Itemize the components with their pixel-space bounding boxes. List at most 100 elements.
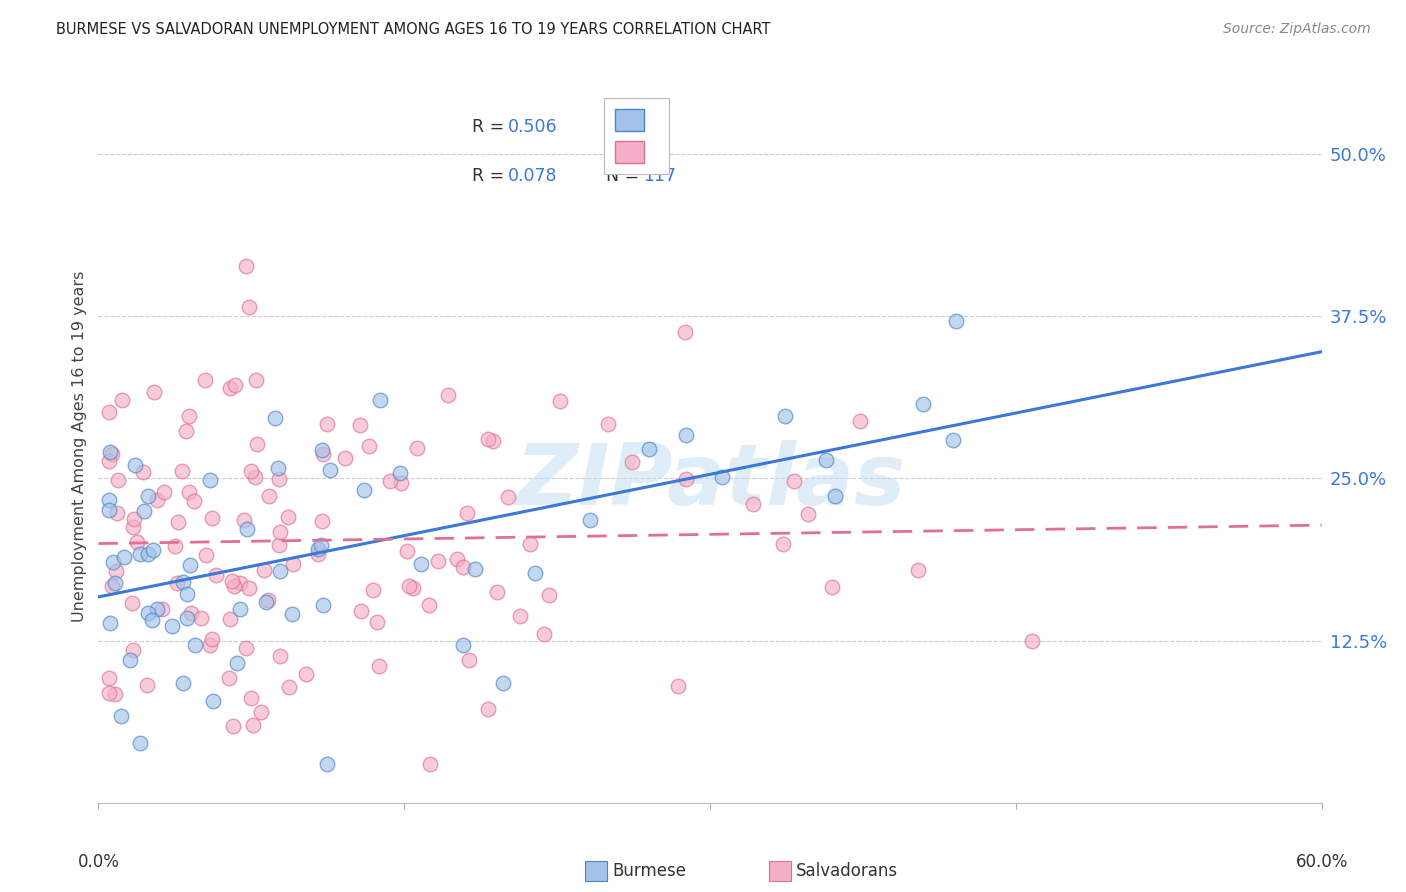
Point xyxy=(398,578,420,592)
Point xyxy=(228,576,250,591)
Point xyxy=(194,373,217,387)
Point xyxy=(797,507,820,521)
Point xyxy=(772,537,794,551)
Point xyxy=(446,552,468,566)
Point xyxy=(457,653,479,667)
Point xyxy=(389,475,412,490)
Point xyxy=(295,667,318,681)
Point xyxy=(456,506,478,520)
Point xyxy=(146,493,169,508)
Point xyxy=(218,612,240,626)
Point xyxy=(97,492,120,507)
Point xyxy=(104,564,127,578)
Point xyxy=(176,610,198,624)
Point xyxy=(142,543,165,558)
Point xyxy=(238,581,260,595)
Point xyxy=(97,405,120,419)
Point xyxy=(221,719,243,733)
Y-axis label: Unemployment Among Ages 16 to 19 years: Unemployment Among Ages 16 to 19 years xyxy=(72,270,87,622)
Point xyxy=(783,475,806,489)
Point xyxy=(269,473,291,487)
Point xyxy=(201,510,224,524)
Point xyxy=(349,417,371,432)
Point xyxy=(183,638,205,652)
Point xyxy=(136,489,159,503)
Point xyxy=(170,464,193,478)
Text: Source: ZipAtlas.com: Source: ZipAtlas.com xyxy=(1223,22,1371,37)
Point xyxy=(281,607,304,622)
Point xyxy=(143,385,166,400)
Point xyxy=(242,718,264,732)
Point xyxy=(97,686,120,700)
Text: ZIPatlas: ZIPatlas xyxy=(515,440,905,524)
Point xyxy=(121,596,143,610)
Point xyxy=(269,524,291,539)
Point xyxy=(101,555,124,569)
Point xyxy=(598,417,620,431)
Point xyxy=(814,453,837,467)
Point xyxy=(172,675,194,690)
Point xyxy=(307,547,329,561)
Point xyxy=(942,434,965,448)
Point xyxy=(370,392,392,407)
Point xyxy=(311,538,333,552)
Point xyxy=(945,314,967,328)
Point xyxy=(368,659,391,673)
Point xyxy=(254,595,277,609)
Point xyxy=(176,587,198,601)
Point xyxy=(105,506,128,520)
Text: BURMESE VS SALVADORAN UNEMPLOYMENT AMONG AGES 16 TO 19 YEARS CORRELATION CHART: BURMESE VS SALVADORAN UNEMPLOYMENT AMONG… xyxy=(56,22,770,37)
Point xyxy=(278,680,301,694)
Point xyxy=(353,483,375,497)
Point xyxy=(418,598,440,612)
Point xyxy=(711,470,734,484)
Point xyxy=(621,454,644,468)
Point xyxy=(224,378,246,392)
Point xyxy=(122,519,145,533)
Point xyxy=(519,537,541,551)
Point xyxy=(638,442,661,456)
Point xyxy=(221,574,243,588)
Point xyxy=(333,450,356,465)
Point xyxy=(492,676,515,690)
Point xyxy=(773,409,796,423)
Point xyxy=(107,473,129,487)
Point xyxy=(267,461,290,475)
Point xyxy=(257,489,280,503)
Point xyxy=(97,454,120,468)
Point xyxy=(533,627,555,641)
Point xyxy=(319,463,342,477)
Text: N =: N = xyxy=(606,168,645,186)
Point xyxy=(225,656,247,670)
Legend: , : , xyxy=(605,98,669,174)
Point xyxy=(177,409,200,423)
Point xyxy=(907,563,929,577)
Point xyxy=(218,380,240,394)
Point xyxy=(481,434,503,448)
Point xyxy=(363,583,385,598)
Point xyxy=(264,410,287,425)
Point xyxy=(97,503,120,517)
Point xyxy=(129,736,152,750)
Point xyxy=(277,509,299,524)
Point xyxy=(235,259,257,273)
Point xyxy=(183,493,205,508)
Text: 0.506: 0.506 xyxy=(508,118,558,136)
Point xyxy=(357,439,380,453)
FancyBboxPatch shape xyxy=(769,861,790,880)
Point xyxy=(174,425,197,439)
Point xyxy=(120,653,142,667)
Point xyxy=(250,705,273,719)
Point xyxy=(243,470,266,484)
Point xyxy=(402,581,425,595)
Point xyxy=(437,388,460,402)
Point xyxy=(548,393,571,408)
Point xyxy=(821,580,844,594)
Point xyxy=(166,515,188,529)
Point xyxy=(579,513,602,527)
Point xyxy=(110,709,132,723)
Point xyxy=(160,618,183,632)
Point xyxy=(200,632,222,646)
Point xyxy=(153,485,176,500)
Text: 0.078: 0.078 xyxy=(508,168,558,186)
